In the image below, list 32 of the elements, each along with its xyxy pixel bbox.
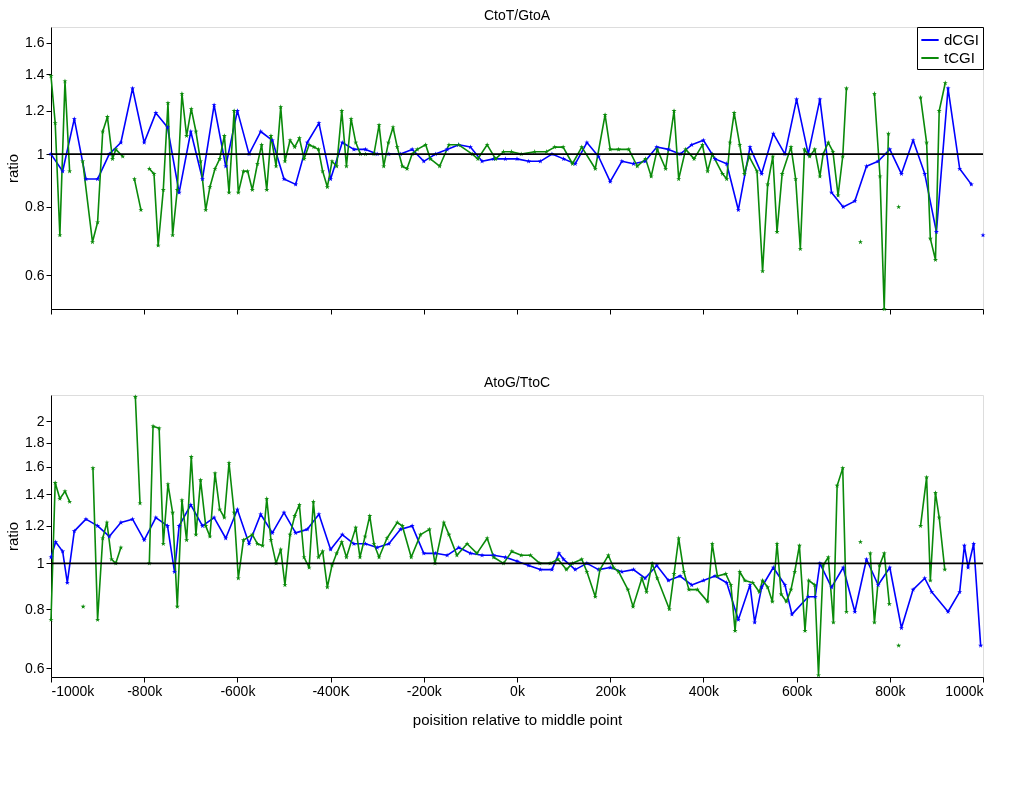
y-tick-label: 0.6	[25, 266, 45, 283]
x-tick-label: -200k	[406, 682, 443, 699]
y-tick-label: 1.6	[25, 34, 45, 51]
chart-title: AtoG/TtoC	[483, 374, 551, 391]
x-tick-label: 800k	[875, 682, 907, 699]
y-tick-label: 0.8	[25, 600, 45, 617]
x-tick-label: 0k	[510, 682, 526, 699]
legend-label: dCGI	[944, 31, 980, 48]
y-tick-label: 2	[36, 412, 45, 429]
x-tick-label: -600k	[220, 682, 257, 699]
y-tick-label: 1.4	[25, 65, 45, 82]
x-tick-label: 600k	[781, 682, 814, 699]
x-tick-label: 200k	[595, 682, 627, 699]
x-tick-label: 1000k	[945, 682, 985, 699]
legend-label: tCGI	[944, 49, 975, 66]
y-tick-label: 0.8	[25, 198, 45, 215]
x-tick-label: -1000k	[51, 682, 96, 699]
x-axis-title: poisition relative to middle point	[412, 710, 623, 728]
y-tick-label: 1	[36, 145, 45, 162]
y-tick-label: 1.2	[25, 102, 45, 119]
y-tick-label: 1	[36, 554, 45, 571]
y-tick-label: 1.2	[25, 517, 45, 534]
y-axis-title: ratio	[4, 153, 22, 184]
x-tick-label: 400k	[688, 682, 721, 699]
x-tick-label: -400K	[312, 682, 351, 699]
y-axis-title: ratio	[4, 521, 22, 552]
y-tick-label: 1.4	[25, 485, 45, 502]
y-tick-label: 0.6	[25, 659, 45, 676]
chart-title: CtoT/GtoA	[483, 6, 551, 23]
y-tick-label: 1.6	[25, 458, 45, 475]
x-tick-label: -800k	[127, 682, 164, 699]
y-tick-label: 1.8	[25, 434, 45, 451]
